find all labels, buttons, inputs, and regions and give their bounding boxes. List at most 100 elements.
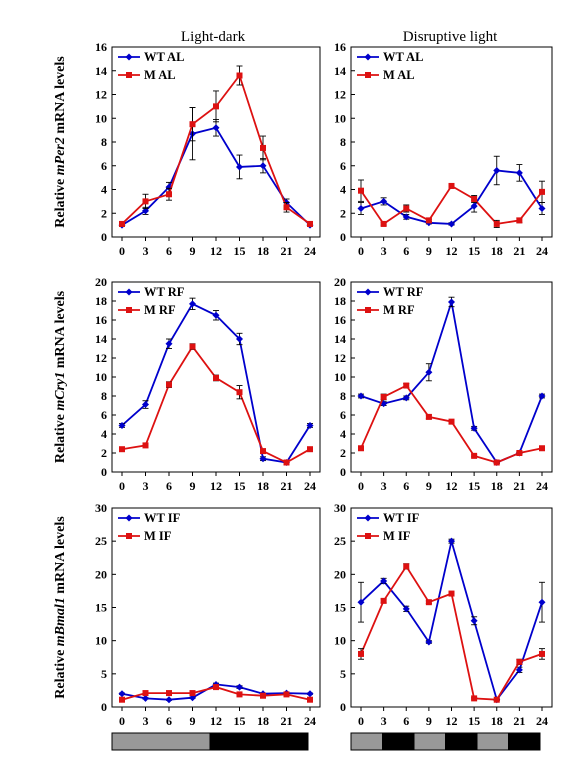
data-point (166, 191, 172, 198)
y-tick-label: 20 (334, 567, 346, 581)
data-point (402, 394, 410, 402)
y-label-suffix: mRNA levels (53, 56, 68, 137)
y-tick-label: 14 (334, 64, 346, 78)
data-point (260, 448, 266, 455)
data-point (470, 424, 478, 432)
y-label-prefix: Relative (53, 411, 68, 463)
legend-label: M IF (383, 529, 411, 543)
legend-label: WT IF (144, 511, 181, 525)
y-label-prefix: Relative (53, 175, 68, 227)
legend-marker (365, 72, 371, 78)
data-point (493, 167, 501, 174)
y-tick-label: 16 (334, 313, 346, 327)
data-point (189, 121, 196, 128)
legend-marker (126, 533, 132, 539)
x-tick-label: 15 (468, 244, 480, 258)
x-tick-label: 18 (257, 714, 269, 728)
legend-label: WT RF (383, 285, 424, 299)
y-label-gene: mBmal1 (53, 597, 68, 646)
data-point (380, 577, 388, 585)
phase-segment-dark (209, 732, 309, 751)
data-point (515, 666, 523, 674)
data-point (516, 450, 523, 456)
legend-label: WT RF (144, 285, 185, 299)
data-point (402, 213, 410, 221)
data-point (470, 617, 478, 625)
legend-label: M IF (144, 529, 172, 543)
data-point (425, 368, 433, 376)
y-tick-label: 2 (101, 446, 107, 460)
series-line (121, 302, 311, 464)
x-tick-label: 18 (491, 479, 503, 493)
data-point (236, 335, 243, 343)
data-point (189, 690, 196, 697)
data-point (358, 445, 364, 452)
x-tick-label: 21 (513, 244, 525, 258)
y-tick-label: 30 (334, 501, 346, 515)
x-tick-label: 24 (304, 479, 316, 493)
legend-marker (365, 533, 371, 539)
x-tick-label: 21 (281, 244, 293, 258)
y-tick-label: 16 (334, 40, 346, 54)
legend-label: WT AL (383, 50, 423, 64)
phase-segment-light (413, 732, 446, 751)
data-point (166, 381, 172, 388)
y-tick-label: 8 (340, 135, 346, 149)
series-line (360, 540, 543, 702)
data-point (539, 650, 545, 657)
x-tick-label: 18 (257, 479, 269, 493)
data-point (213, 374, 219, 381)
legend-marker (364, 288, 372, 296)
legend-marker (364, 53, 372, 61)
y-label-gene: mCry1 (53, 372, 68, 411)
y-tick-label: 12 (95, 351, 107, 365)
y-label-gene: mPer2 (53, 137, 68, 175)
data-point (538, 598, 546, 606)
x-tick-label: 24 (536, 479, 548, 493)
legend-marker (125, 514, 133, 522)
legend-label: M RF (144, 303, 176, 317)
legend-label: M RF (383, 303, 415, 317)
y-tick-label: 20 (95, 275, 107, 289)
data-point (516, 217, 523, 224)
data-point (358, 650, 364, 657)
series-m: M IF (118, 529, 313, 703)
y-tick-label: 15 (334, 601, 346, 615)
data-point (539, 188, 545, 195)
data-point (212, 124, 220, 132)
phase-segment-dark (508, 732, 541, 751)
x-tick-label: 0 (119, 714, 125, 728)
data-point (403, 382, 410, 389)
y-tick-label: 12 (95, 88, 107, 102)
data-point (119, 446, 125, 453)
x-tick-label: 6 (166, 714, 172, 728)
data-point (236, 72, 243, 79)
data-point (236, 389, 243, 396)
x-tick-label: 24 (304, 244, 316, 258)
data-point (119, 696, 125, 703)
x-tick-label: 3 (143, 244, 149, 258)
y-tick-label: 10 (334, 634, 346, 648)
data-point (165, 340, 173, 348)
data-point (142, 694, 149, 702)
chart-panel-6: 0 5 10 15 20 25 30 0 3 6 9 12 15 18 21 24 WT IF M IF (334, 501, 553, 728)
column-title-light-dark: Light-dark (181, 29, 246, 45)
data-point (142, 401, 149, 409)
data-point (471, 196, 478, 202)
x-tick-label: 12 (210, 714, 222, 728)
legend-label: M AL (383, 68, 415, 82)
data-point (448, 220, 455, 228)
data-point (142, 198, 149, 205)
x-tick-label: 6 (403, 714, 409, 728)
x-tick-label: 9 (190, 244, 196, 258)
y-tick-label: 0 (340, 230, 346, 244)
x-tick-label: 9 (190, 714, 196, 728)
legend-marker (364, 514, 372, 522)
data-point (493, 696, 500, 703)
x-tick-label: 0 (358, 244, 364, 258)
y-tick-label: 8 (340, 389, 346, 403)
y-tick-label: 15 (95, 601, 107, 615)
